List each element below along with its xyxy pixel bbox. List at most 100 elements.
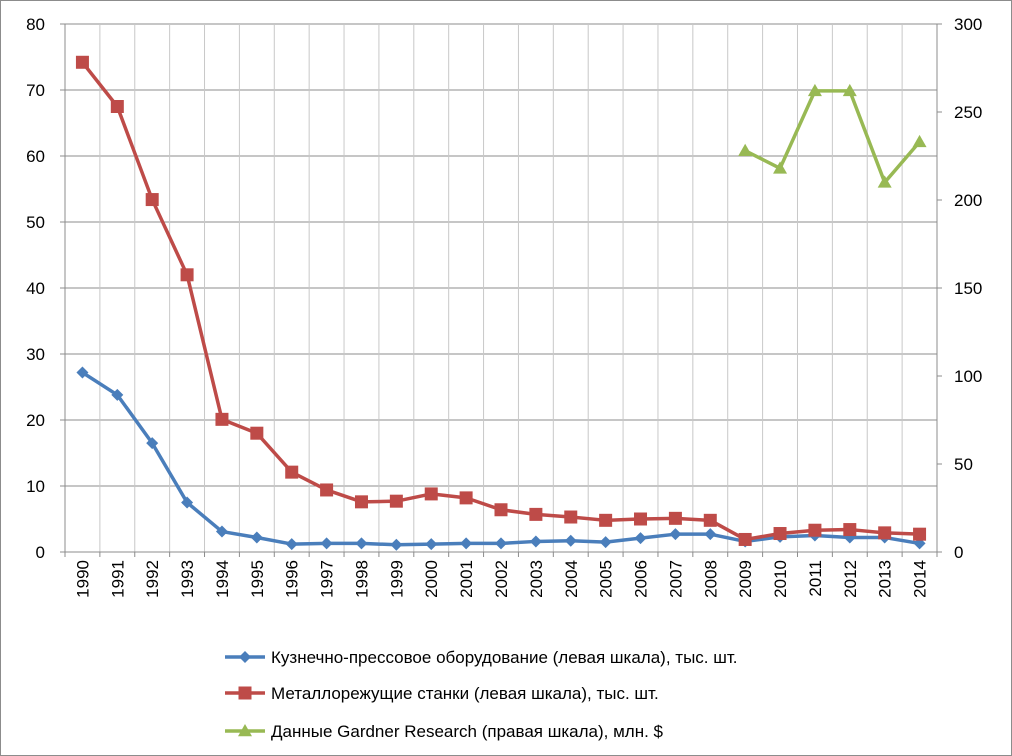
data-point	[669, 528, 682, 541]
data-point	[668, 511, 682, 525]
data-point	[599, 513, 613, 527]
data-point	[425, 538, 438, 551]
x-tick-label: 1994	[213, 560, 232, 598]
y-left-tick-label: 20	[26, 411, 45, 430]
x-tick-label: 2012	[841, 560, 860, 598]
data-point	[773, 161, 788, 174]
data-point	[354, 495, 368, 509]
data-point	[877, 175, 892, 188]
y-right-tick-label: 50	[954, 455, 973, 474]
series-line	[81, 371, 920, 547]
x-tick-label: 2007	[666, 560, 685, 598]
data-point	[599, 536, 612, 549]
x-tick-label: 2014	[911, 560, 930, 598]
series-2	[75, 55, 927, 546]
data-point	[529, 535, 542, 548]
data-point	[460, 537, 473, 550]
x-tick-label: 1996	[283, 560, 302, 598]
legend-marker	[239, 651, 251, 663]
series-line	[744, 89, 921, 185]
legend-label: Металлорежущие станки (левая шкала), тыс…	[271, 684, 659, 703]
x-tick-label: 2003	[527, 560, 546, 598]
x-tick-label: 1990	[73, 560, 92, 598]
data-point	[110, 100, 124, 113]
data-point	[76, 366, 89, 379]
data-point	[878, 526, 892, 540]
data-point	[320, 537, 333, 550]
data-point	[111, 388, 124, 401]
x-tick-label: 2002	[492, 560, 511, 598]
x-tick-label: 2004	[562, 560, 581, 598]
data-point	[738, 143, 753, 156]
legend-label: Кузнечно-прессовое оборудование (левая ш…	[271, 648, 738, 667]
y-left-tick-label: 10	[26, 477, 45, 496]
y-right-tick-label: 200	[954, 191, 982, 210]
x-tick-label: 2000	[422, 560, 441, 598]
y-left-tick-label: 60	[26, 147, 45, 166]
legend-label: Данные Gardner Research (правая шкала), …	[271, 722, 664, 741]
data-point	[912, 134, 927, 148]
data-point	[145, 193, 159, 207]
data-point	[842, 83, 857, 97]
data-point	[773, 527, 787, 541]
legend-item-2: Металлорежущие станки (левая шкала), тыс…	[225, 684, 659, 703]
data-point	[494, 503, 508, 517]
y-right-tick-label: 150	[954, 279, 982, 298]
legend-item-1: Кузнечно-прессовое оборудование (левая ш…	[225, 648, 738, 667]
data-point	[459, 491, 473, 505]
x-tick-label: 1991	[108, 560, 127, 598]
legend-marker	[238, 686, 252, 700]
series-1	[76, 366, 926, 551]
x-tick-label: 2010	[771, 560, 790, 598]
y-right-tick-label: 100	[954, 367, 982, 386]
data-point	[738, 532, 752, 546]
y-right-tick-label: 250	[954, 103, 982, 122]
data-point	[424, 487, 438, 501]
x-tick-label: 2001	[457, 560, 476, 598]
x-tick-label: 1993	[178, 560, 197, 598]
y-left-tick-label: 40	[26, 279, 45, 298]
y-right-tick-label: 300	[954, 15, 982, 34]
data-point	[529, 507, 543, 521]
data-point	[285, 538, 298, 551]
data-point	[634, 532, 647, 545]
data-point	[181, 496, 194, 509]
y-left-tick-label: 80	[26, 15, 45, 34]
x-tick-label: 1995	[248, 560, 267, 598]
data-point	[215, 525, 228, 538]
data-point	[320, 483, 334, 497]
x-tick-label: 2005	[597, 560, 616, 598]
x-tick-label: 2011	[806, 560, 825, 597]
x-tick-label: 2013	[876, 560, 895, 598]
data-point	[250, 531, 263, 544]
x-tick-label: 2009	[736, 560, 755, 598]
series-3	[738, 83, 927, 188]
data-point	[390, 538, 403, 551]
data-point	[495, 537, 507, 550]
data-point	[285, 465, 299, 479]
x-tick-label: 1992	[143, 560, 162, 598]
grid	[65, 23, 937, 553]
tick-labels: 0 10 20 30 40 50 60 70 80 0 50 100 150 200 250 300 1990 1…	[26, 15, 982, 598]
x-tick-label: 1997	[318, 560, 337, 598]
data-point	[807, 83, 822, 97]
axes	[60, 23, 942, 557]
data-point	[564, 534, 577, 547]
y-left-tick-label: 50	[26, 213, 45, 232]
y-right-tick-label: 0	[954, 543, 963, 562]
data-point	[389, 494, 403, 508]
data-point	[808, 523, 822, 537]
data-point	[250, 426, 264, 440]
x-tick-label: 1998	[352, 560, 371, 598]
series	[75, 55, 927, 551]
data-point	[215, 412, 229, 426]
legend: Кузнечно-прессовое оборудование (левая ш…	[225, 648, 738, 741]
legend-marker	[238, 724, 252, 737]
x-tick-label: 2006	[632, 560, 651, 598]
data-point	[913, 527, 927, 541]
data-point	[564, 510, 578, 524]
legend-item-3: Данные Gardner Research (правая шкала), …	[225, 722, 664, 741]
data-point	[843, 523, 857, 537]
